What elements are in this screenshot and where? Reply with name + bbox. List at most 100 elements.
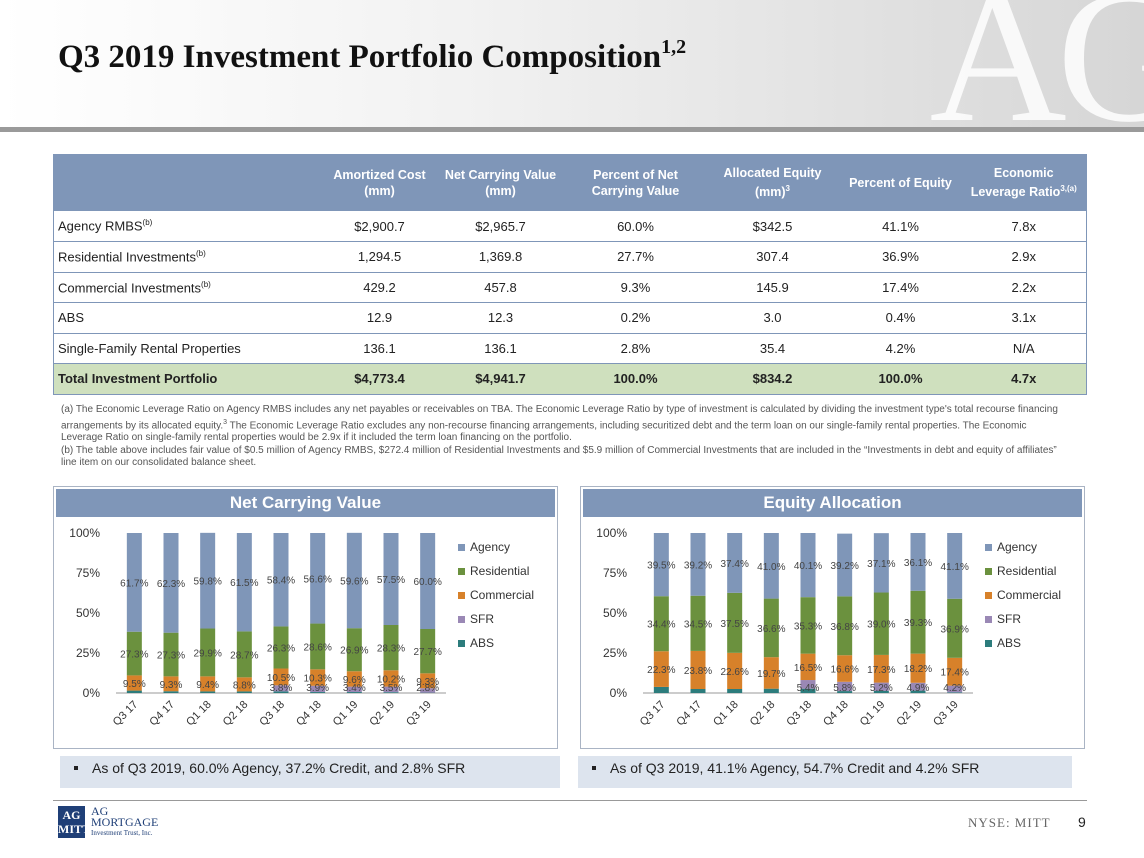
row-label-footnote-ref: (b) (196, 249, 206, 259)
data-label-residential: 35.3% (794, 621, 822, 632)
total-cell: $4,941.7 (435, 363, 566, 395)
equity-summary-bullet: As of Q3 2019, 41.1% Agency, 54.7% Credi… (578, 756, 1072, 788)
data-label-agency: 41.1% (940, 562, 968, 573)
net-carrying-value-chart: 0% 25% 50% 75% 100% 9.5% 27.3% 61.7% Q3 17 9.3% 27… (69, 526, 534, 729)
bar-segment-abs (910, 690, 926, 693)
net-carrying-value-panel: Net Carrying Value 0% 25% 50% 75% 100% 9.5% 27… (53, 486, 558, 749)
exchange-ticker: NYSE: MITT (968, 815, 1051, 830)
total-cell: 100.0% (839, 363, 962, 395)
table-cell: 4.2% (839, 333, 962, 364)
data-label-agency: 58.4% (267, 576, 295, 587)
data-label-agency: 62.3% (157, 579, 185, 590)
data-label-sfr: 5.4% (797, 683, 820, 694)
bar-segment-residential (273, 626, 289, 669)
legend-swatch-abs (458, 640, 465, 647)
legend-label-abs: ABS (997, 636, 1021, 650)
table-cell: 0.2% (565, 302, 706, 334)
total-label: Total Investment Portfolio (53, 363, 324, 395)
bar-segment-residential (310, 623, 326, 670)
bar-segment-residential (346, 628, 362, 672)
col-header-percent-equity: Percent of Equity (839, 154, 962, 211)
table-cell: 429.2 (323, 272, 436, 303)
data-label-commercial: 9.3% (160, 680, 183, 691)
row-label-footnote-ref: (b) (142, 218, 153, 228)
bar-segment-sfr (310, 685, 326, 693)
table-row: ABS 12.9 12.3 0.2% 3.0 0.4% 3.1x (53, 302, 1087, 334)
bar-segment-sfr (947, 685, 963, 693)
bar-segment-agency (163, 533, 179, 633)
data-label-sfr: 3.5% (380, 683, 403, 694)
bar-segment-residential (763, 598, 779, 658)
data-label-commercial: 16.6% (830, 665, 858, 676)
data-label-commercial: 10.5% (267, 673, 295, 684)
table-cell: $2,965.7 (435, 211, 566, 242)
bar-segment-agency (690, 533, 706, 596)
y-tick-label: 75% (603, 566, 627, 580)
col-header-amortized-cost: Amortized Cost (mm) (323, 154, 436, 211)
slide-header: AG Q3 2019 Investment Portfolio Composit… (0, 0, 1144, 127)
legend-swatch-agency (985, 544, 992, 551)
bar-segment-commercial (910, 653, 926, 683)
data-label-agency: 39.2% (684, 560, 712, 571)
legend-label-abs: ABS (470, 636, 494, 650)
data-label-agency: 36.1% (904, 558, 932, 569)
legend-swatch-residential (985, 568, 992, 575)
bar-segment-agency (947, 533, 963, 599)
x-tick-label: Q2 19 (367, 699, 397, 729)
legend-swatch-abs (985, 640, 992, 647)
table-row: Single-Family Rental Properties 136.1 136.… (53, 333, 1087, 364)
data-label-residential: 36.8% (830, 622, 858, 633)
row-label-footnote-ref: (b) (201, 279, 211, 289)
x-tick-label: Q1 18 (711, 699, 741, 729)
legend-swatch-agency (458, 544, 465, 551)
equity-allocation-chart: 0% 25% 50% 75% 100% 22.3% 34.4% 39.5% Q3 17 23.8%… (596, 526, 1061, 729)
data-label-residential: 36.6% (757, 624, 785, 635)
table-cell: 41.1% (839, 211, 962, 242)
logo-wordmark: AG MORTGAGE Investment Trust, Inc. (91, 804, 159, 837)
data-label-agency: 57.5% (377, 575, 405, 586)
legend-swatch-commercial (458, 592, 465, 599)
data-label-residential: 28.7% (230, 650, 258, 661)
bar-segment-abs (200, 691, 216, 693)
row-label: Agency RMBS(b) (53, 211, 324, 242)
data-label-agency: 61.7% (120, 578, 148, 589)
legend-label-sfr: SFR (470, 612, 494, 626)
bar-segment-agency (727, 533, 743, 593)
bar-segment-commercial (947, 657, 963, 686)
y-tick-label: 75% (76, 566, 100, 580)
ag-watermark: AG (929, 0, 1144, 127)
x-tick-label: Q3 17 (638, 699, 668, 729)
header-rule (0, 127, 1144, 132)
data-label-residential: 27.7% (413, 647, 441, 658)
table-row: Commercial Investments(b) 429.2 457.8 9.3% 1… (53, 272, 1087, 303)
data-label-sfr: 2.8% (416, 683, 439, 694)
bar-segment-abs (947, 692, 963, 693)
data-label-sfr: 3.8% (270, 683, 293, 694)
data-label-sfr: 5.2% (870, 683, 893, 694)
col-header-leverage-ratio: Economic Leverage Ratio3,(a) (961, 154, 1087, 211)
bar-segment-agency (236, 533, 252, 632)
x-tick-label: Q2 19 (894, 699, 924, 729)
row-label: Single-Family Rental Properties (53, 333, 324, 364)
bar-segment-commercial (236, 677, 252, 692)
table-cell: 2.9x (961, 241, 1087, 273)
data-label-agency: 39.2% (830, 561, 858, 572)
table-cell: 2.8% (565, 333, 706, 364)
bar-segment-abs (837, 691, 853, 693)
table-cell: 17.4% (839, 272, 962, 303)
bar-segment-sfr (383, 686, 399, 693)
legend-label-residential: Residential (997, 564, 1056, 578)
y-tick-label: 0% (610, 686, 628, 700)
company-logo: AG MITT AG MORTGAGE Investment Trust, Inc… (58, 804, 258, 840)
table-cell: 145.9 (705, 272, 840, 303)
bar-segment-residential (873, 592, 889, 655)
title-footnote-ref: 1,2 (661, 36, 687, 58)
data-label-residential: 34.4% (647, 620, 675, 631)
y-tick-label: 100% (69, 526, 100, 540)
data-label-agency: 41.0% (757, 562, 785, 573)
table-cell: $342.5 (705, 211, 840, 242)
data-label-residential: 34.5% (684, 619, 712, 630)
data-label-residential: 36.9% (940, 624, 968, 635)
x-tick-label: Q4 18 (821, 699, 851, 729)
bar-segment-agency (126, 533, 142, 632)
